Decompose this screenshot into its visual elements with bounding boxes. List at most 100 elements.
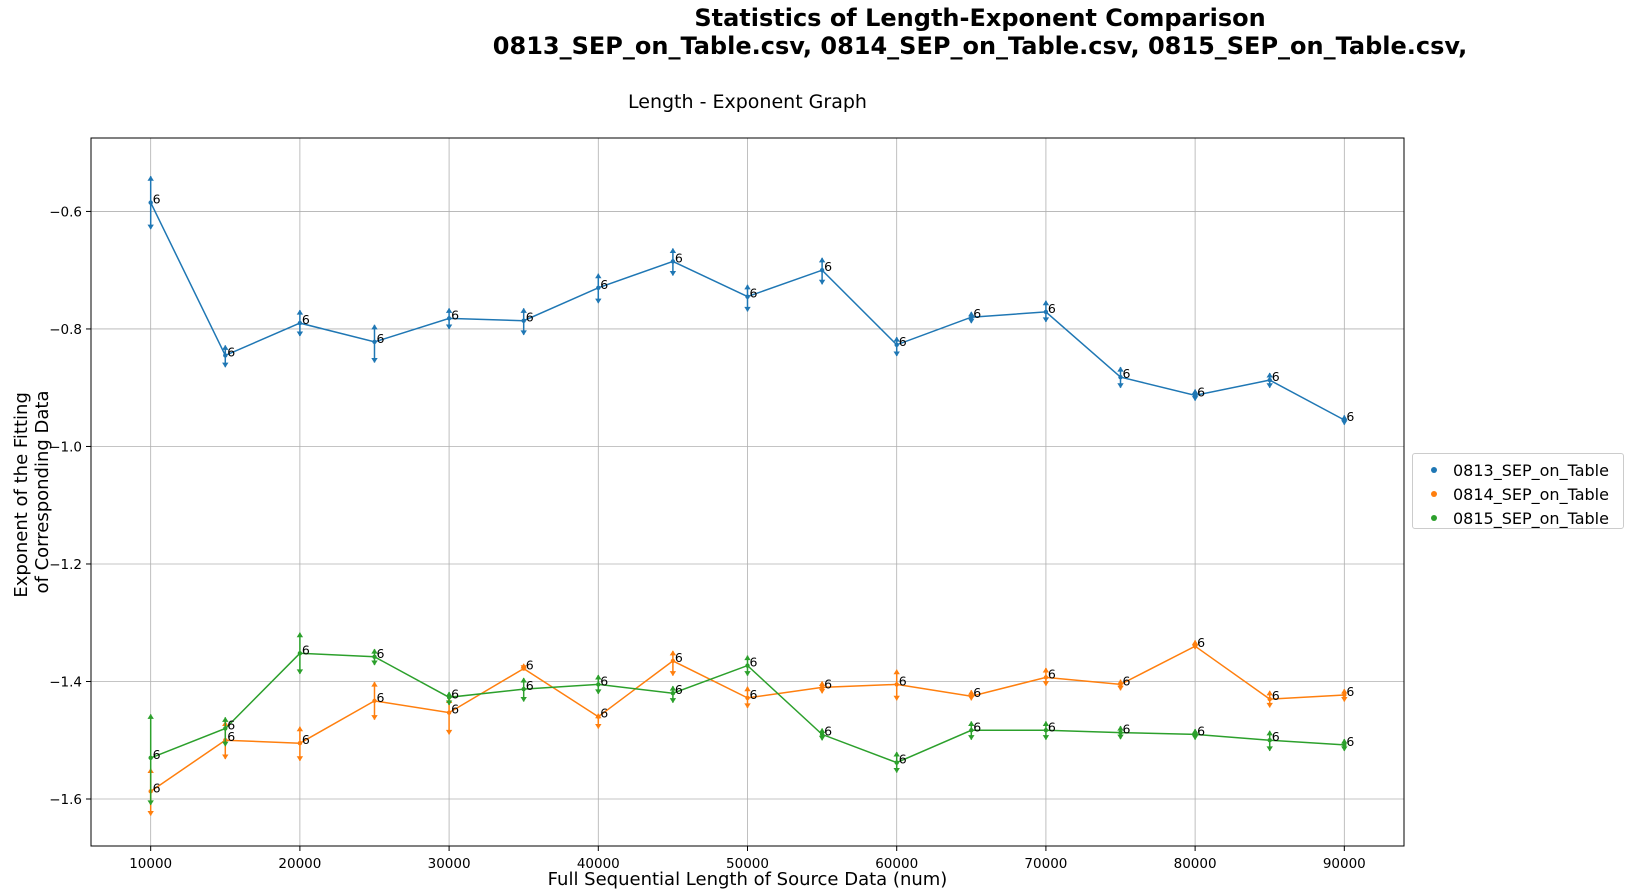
error-cap-upper xyxy=(371,648,378,654)
legend-label: 0813_SEP_on_Table xyxy=(1453,460,1609,480)
legend-marker xyxy=(1431,467,1437,473)
error-cap-upper xyxy=(520,307,527,313)
data-point xyxy=(1342,692,1347,698)
error-cap-upper xyxy=(968,689,975,695)
point-label: 6 xyxy=(899,673,907,688)
data-point xyxy=(297,740,303,746)
error-cap-upper xyxy=(744,686,751,692)
error-cap-lower xyxy=(818,688,826,694)
legend-item: 0814_SEP_on_Table xyxy=(1423,482,1623,506)
point-label: 6 xyxy=(1272,729,1280,744)
point-label: 6 xyxy=(526,678,534,693)
point-label: 6 xyxy=(1197,635,1205,650)
point-label: 6 xyxy=(1346,409,1354,424)
point-label: 6 xyxy=(750,687,758,702)
error-cap-upper xyxy=(296,726,304,732)
error-cap-lower xyxy=(1117,734,1124,740)
y-tick-label: −1.2 xyxy=(49,557,82,573)
data-point xyxy=(1267,738,1272,743)
error-cap-lower xyxy=(445,324,453,330)
data-point xyxy=(894,682,899,687)
data-point xyxy=(969,315,974,320)
x-tick-label: 10000 xyxy=(129,856,172,872)
point-label: 6 xyxy=(153,747,161,762)
series-layer: 6 6 6 6 6 6 6 6 6 6 6 6 6 6 6 6 6 6 6 6 6 6 6 6 6 6 6 6 6 6 6 6 6 6 6 6 6 6 6 6… xyxy=(147,175,1354,816)
point-label: 6 xyxy=(526,658,534,673)
point-label: 6 xyxy=(1048,719,1056,734)
error-cap-upper xyxy=(371,324,378,330)
error-cap-lower xyxy=(1042,317,1050,323)
data-point xyxy=(1342,742,1347,748)
point-label: 6 xyxy=(153,780,161,795)
point-label: 6 xyxy=(675,650,683,665)
x-tick-label: 20000 xyxy=(278,856,321,872)
data-point xyxy=(521,686,526,692)
point-label: 6 xyxy=(824,259,832,274)
error-cap-upper xyxy=(296,309,304,315)
error-cap-lower xyxy=(296,756,304,762)
error-cap-upper xyxy=(147,713,154,719)
error-cap-upper xyxy=(818,727,826,733)
error-cap-lower xyxy=(893,695,900,701)
error-cap-upper xyxy=(520,677,527,683)
data-point xyxy=(372,654,377,660)
error-cap-lower xyxy=(1341,696,1348,702)
error-cap-lower xyxy=(445,729,453,735)
point-label: 6 xyxy=(451,307,459,322)
error-cap-upper xyxy=(818,257,826,263)
legend-marker xyxy=(1431,491,1437,497)
error-cap-upper xyxy=(968,720,975,726)
data-point xyxy=(596,714,601,719)
error-cap-lower xyxy=(147,224,154,230)
figure-title: Statistics of Length-Exponent Comparison… xyxy=(420,4,1540,60)
point-label: 6 xyxy=(675,682,683,697)
point-label: 6 xyxy=(1197,384,1205,399)
point-label: 6 xyxy=(376,690,384,705)
data-point xyxy=(372,339,377,345)
data-point xyxy=(1342,417,1347,423)
error-cap-lower xyxy=(818,279,826,285)
error-cap-lower xyxy=(296,669,304,675)
error-cap-upper xyxy=(669,247,677,253)
figure-title-line-1: Statistics of Length-Exponent Comparison xyxy=(694,4,1266,32)
series-0814_SEP_on_Table: 6 6 6 6 6 6 6 6 6 6 6 6 6 6 6 6 6 xyxy=(147,635,1354,816)
series-0813_SEP_on_Table: 6 6 6 6 6 6 6 6 6 6 6 6 6 6 6 6 6 xyxy=(147,175,1354,426)
error-cap-upper xyxy=(445,307,453,313)
data-point xyxy=(1192,732,1198,737)
x-tick-label: 60000 xyxy=(875,856,918,872)
error-cap-upper xyxy=(669,650,677,656)
point-label: 6 xyxy=(1197,723,1205,738)
data-point xyxy=(670,259,676,264)
data-point xyxy=(1192,393,1198,398)
point-label: 6 xyxy=(899,334,907,349)
error-cap-upper xyxy=(1266,730,1273,736)
point-label: 6 xyxy=(973,719,981,734)
error-cap-upper xyxy=(1266,690,1273,696)
error-cap-upper xyxy=(1042,300,1050,306)
data-point xyxy=(372,698,377,704)
error-cap-upper xyxy=(968,311,975,317)
error-cap-upper xyxy=(893,751,900,757)
x-tick-label: 70000 xyxy=(1024,856,1067,872)
data-point xyxy=(596,682,601,687)
error-cap-upper xyxy=(669,685,677,691)
error-cap-lower xyxy=(893,768,900,774)
data-point xyxy=(446,316,452,321)
error-cap-upper xyxy=(371,681,378,687)
point-label: 6 xyxy=(600,673,608,688)
error-cap-lower xyxy=(744,306,751,312)
point-label: 6 xyxy=(451,702,459,717)
data-point xyxy=(1118,374,1123,380)
y-axis-label-line-2: of Corresponding Data xyxy=(32,390,53,593)
point-label: 6 xyxy=(302,642,310,657)
error-cap-lower xyxy=(1341,746,1348,752)
legend-item: 0813_SEP_on_Table xyxy=(1423,458,1623,482)
error-cap-lower xyxy=(669,671,677,677)
chart-title: Length - Exponent Graph xyxy=(628,91,867,113)
data-point xyxy=(670,691,676,696)
error-cap-upper xyxy=(1191,639,1199,645)
data-point xyxy=(1043,309,1049,315)
data-point xyxy=(819,685,825,690)
point-label: 6 xyxy=(973,685,981,700)
error-cap-upper xyxy=(296,632,304,638)
